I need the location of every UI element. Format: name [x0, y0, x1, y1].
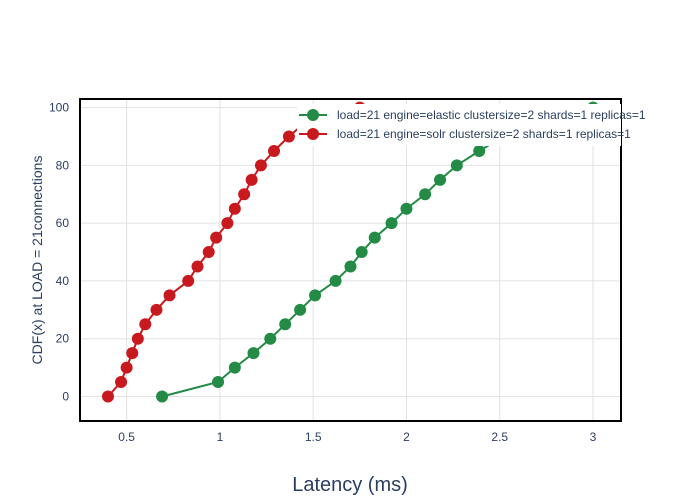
- data-point[interactable]: [294, 303, 307, 316]
- data-point[interactable]: [473, 144, 486, 157]
- data-point[interactable]: [212, 376, 225, 389]
- legend-label: load=21 engine=solr clustersize=2 shards…: [337, 127, 631, 141]
- series-0: [156, 101, 600, 403]
- data-point[interactable]: [210, 231, 223, 244]
- data-point[interactable]: [221, 217, 234, 230]
- y-tick-label: 40: [56, 274, 70, 288]
- series-line: [107, 106, 360, 398]
- legend-marker: [307, 128, 319, 140]
- y-tick-label: 20: [56, 332, 70, 346]
- ticks: 0.5 1 1.5 2 2.5 3 0 20 40 60 80 100: [49, 101, 597, 444]
- legend-background: [297, 104, 621, 146]
- x-axis-title: Latency (ms): [292, 474, 408, 496]
- data-point[interactable]: [150, 303, 163, 316]
- data-point[interactable]: [419, 188, 432, 201]
- data-point[interactable]: [120, 361, 133, 374]
- data-point[interactable]: [400, 202, 413, 215]
- data-point[interactable]: [247, 347, 260, 360]
- data-point[interactable]: [131, 332, 144, 345]
- y-tick-label: 0: [62, 389, 69, 403]
- data-point[interactable]: [228, 202, 241, 215]
- y-axis-title: CDF(x) at LOAD = 21connections: [29, 156, 45, 365]
- legend-marker: [307, 109, 319, 121]
- legend: load=21 engine=elastic clustersize=2 sha…: [297, 104, 646, 146]
- data-point[interactable]: [309, 289, 322, 302]
- data-point[interactable]: [268, 144, 281, 157]
- data-point[interactable]: [182, 274, 195, 287]
- data-point[interactable]: [115, 376, 128, 389]
- data-point[interactable]: [245, 173, 258, 186]
- data-point[interactable]: [450, 159, 463, 172]
- data-point[interactable]: [163, 289, 176, 302]
- y-tick-label: 100: [49, 101, 69, 115]
- data-point[interactable]: [344, 260, 357, 273]
- x-tick-label: 0.5: [118, 430, 135, 444]
- series-layer: [101, 101, 600, 403]
- data-point[interactable]: [101, 390, 114, 403]
- data-point[interactable]: [329, 274, 342, 287]
- data-point[interactable]: [126, 347, 139, 360]
- data-point[interactable]: [228, 361, 241, 374]
- x-tick-label: 1.5: [305, 430, 322, 444]
- data-point[interactable]: [434, 173, 447, 186]
- data-point[interactable]: [156, 390, 169, 403]
- data-point[interactable]: [264, 332, 277, 345]
- legend-item[interactable]: load=21 engine=elastic clustersize=2 sha…: [299, 108, 646, 122]
- data-point[interactable]: [368, 231, 381, 244]
- data-point[interactable]: [254, 159, 267, 172]
- x-tick-label: 3: [590, 430, 597, 444]
- legend-label: load=21 engine=elastic clustersize=2 sha…: [337, 108, 646, 122]
- y-tick-label: 80: [56, 158, 70, 172]
- data-point[interactable]: [139, 318, 152, 331]
- data-point[interactable]: [279, 318, 292, 331]
- x-tick-label: 1: [217, 430, 224, 444]
- y-tick-label: 60: [56, 216, 70, 230]
- data-point[interactable]: [385, 217, 398, 230]
- grid: [80, 99, 621, 421]
- x-tick-label: 2.5: [491, 430, 508, 444]
- data-point[interactable]: [282, 130, 295, 143]
- x-tick-label: 2: [403, 430, 410, 444]
- series-line: [161, 106, 594, 398]
- data-point[interactable]: [238, 188, 251, 201]
- series-1: [101, 101, 366, 403]
- data-point[interactable]: [355, 246, 368, 259]
- plot-frame: [79, 98, 622, 422]
- data-point[interactable]: [202, 246, 215, 259]
- data-point[interactable]: [191, 260, 204, 273]
- legend-item[interactable]: load=21 engine=solr clustersize=2 shards…: [299, 127, 631, 141]
